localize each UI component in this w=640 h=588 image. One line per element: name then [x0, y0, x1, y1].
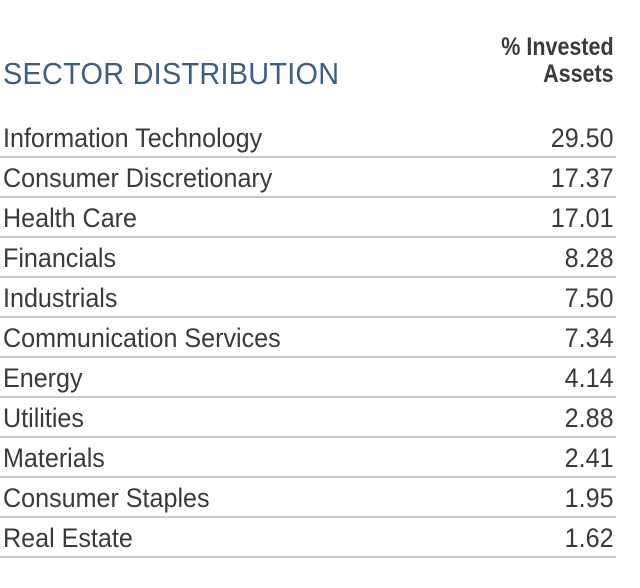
- sector-name: Financials: [3, 243, 117, 273]
- table-header: SECTOR DISTRIBUTION % Invested Assets: [0, 30, 616, 100]
- sector-name: Energy: [3, 363, 83, 393]
- table-row: Consumer Staples 1.95: [0, 478, 616, 518]
- section-title: SECTOR DISTRIBUTION: [3, 56, 340, 91]
- sector-name: Communication Services: [3, 323, 281, 353]
- sector-name: Industrials: [3, 283, 118, 313]
- sector-value: 29.50: [551, 123, 614, 153]
- sector-value: 17.37: [551, 163, 614, 193]
- sector-value: 7.34: [565, 323, 614, 353]
- column-header-line-2: Assets: [543, 60, 614, 88]
- sector-name: Consumer Discretionary: [3, 163, 273, 193]
- sector-name: Information Technology: [3, 123, 263, 153]
- sector-value: 17.01: [551, 203, 614, 233]
- sector-value: 1.62: [565, 523, 614, 553]
- sector-name: Health Care: [3, 203, 137, 233]
- table-row: Health Care 17.01: [0, 198, 616, 238]
- sector-value: 7.50: [565, 283, 614, 313]
- table-row: Communication Services 7.34: [0, 318, 616, 358]
- sector-value: 2.41: [565, 443, 614, 473]
- table-row: Industrials 7.50: [0, 278, 616, 318]
- sector-value: 2.88: [565, 403, 614, 433]
- column-header-invested-assets: % Invested Assets: [483, 34, 614, 88]
- table-row: Financials 8.28: [0, 238, 616, 278]
- sector-value: 4.14: [565, 363, 614, 393]
- table-row: Real Estate 1.62: [0, 518, 616, 558]
- sector-value: 1.95: [565, 483, 614, 513]
- sector-value: 8.28: [565, 243, 614, 273]
- sector-name: Materials: [3, 443, 105, 473]
- column-header-line-1: % Invested: [501, 33, 614, 61]
- sector-table: Information Technology 29.50 Consumer Di…: [0, 118, 616, 558]
- table-row: Information Technology 29.50: [0, 118, 616, 158]
- table-row: Utilities 2.88: [0, 398, 616, 438]
- table-row: Consumer Discretionary 17.37: [0, 158, 616, 198]
- table-row: Materials 2.41: [0, 438, 616, 478]
- sector-name: Real Estate: [3, 523, 133, 553]
- sector-name: Consumer Staples: [3, 483, 210, 513]
- sector-name: Utilities: [3, 403, 84, 433]
- table-row: Energy 4.14: [0, 358, 616, 398]
